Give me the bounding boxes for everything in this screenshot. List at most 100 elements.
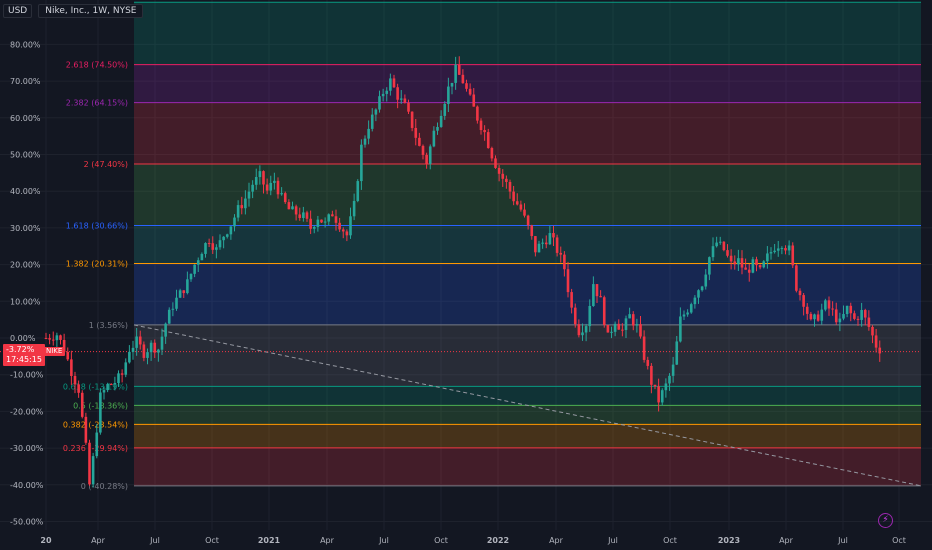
candle-body[interactable] xyxy=(494,158,497,168)
lightning-bolt-icon[interactable]: ⚡ xyxy=(878,513,893,528)
candle-body[interactable] xyxy=(396,87,399,100)
candle-body[interactable] xyxy=(871,326,874,336)
candle-body[interactable] xyxy=(302,212,305,218)
candle-body[interactable] xyxy=(827,300,831,309)
candle-body[interactable] xyxy=(555,237,559,253)
candle-body[interactable] xyxy=(483,130,486,133)
candle-body[interactable] xyxy=(149,342,153,353)
candle-body[interactable] xyxy=(66,351,70,360)
candle-body[interactable] xyxy=(602,297,606,325)
candle-body[interactable] xyxy=(863,310,867,318)
symbol-title[interactable]: Nike, Inc., 1W, NYSE xyxy=(38,4,144,18)
candle-body[interactable] xyxy=(497,167,501,174)
candle-body[interactable] xyxy=(490,148,494,159)
candle-body[interactable] xyxy=(639,324,642,337)
candle-body[interactable] xyxy=(44,338,48,339)
candle-body[interactable] xyxy=(537,243,541,253)
candle-body[interactable] xyxy=(700,286,704,291)
currency-button[interactable]: USD xyxy=(3,4,33,18)
candle-body[interactable] xyxy=(718,241,722,243)
candle-body[interactable] xyxy=(686,312,689,315)
candle-body[interactable] xyxy=(831,308,834,310)
candle-body[interactable] xyxy=(120,373,124,375)
candle-body[interactable] xyxy=(222,236,225,241)
candle-body[interactable] xyxy=(410,111,414,128)
candle-body[interactable] xyxy=(548,233,552,245)
candle-body[interactable] xyxy=(664,383,668,391)
candle-body[interactable] xyxy=(309,218,312,229)
candle-body[interactable] xyxy=(273,180,276,183)
candle-body[interactable] xyxy=(631,314,635,326)
candle-body[interactable] xyxy=(766,253,769,262)
candle-body[interactable] xyxy=(225,234,229,237)
candle-body[interactable] xyxy=(621,329,624,331)
candle-body[interactable] xyxy=(573,307,577,325)
candle-body[interactable] xyxy=(689,304,693,313)
candle-body[interactable] xyxy=(327,214,331,222)
candle-body[interactable] xyxy=(135,336,138,348)
candle-body[interactable] xyxy=(117,373,120,384)
candle-body[interactable] xyxy=(809,313,813,320)
candle-body[interactable] xyxy=(95,432,99,457)
candle-body[interactable] xyxy=(265,184,269,191)
candle-body[interactable] xyxy=(733,261,737,265)
candle-body[interactable] xyxy=(341,229,345,232)
candle-body[interactable] xyxy=(479,120,483,131)
candle-body[interactable] xyxy=(559,252,563,255)
candle-body[interactable] xyxy=(88,442,91,485)
candle-body[interactable] xyxy=(407,102,410,112)
candle-body[interactable] xyxy=(276,180,280,195)
candle-body[interactable] xyxy=(62,339,66,352)
candle-body[interactable] xyxy=(378,96,381,110)
candle-body[interactable] xyxy=(646,359,650,366)
candle-body[interactable] xyxy=(606,324,610,333)
candle-body[interactable] xyxy=(211,243,215,250)
candle-body[interactable] xyxy=(254,177,258,185)
candle-body[interactable] xyxy=(51,339,55,341)
candle-body[interactable] xyxy=(236,205,240,218)
candle-body[interactable] xyxy=(331,214,334,217)
candle-body[interactable] xyxy=(697,290,700,298)
candle-body[interactable] xyxy=(200,253,204,261)
candle-body[interactable] xyxy=(356,181,360,201)
candle-body[interactable] xyxy=(874,335,878,348)
candle-body[interactable] xyxy=(704,274,708,287)
candle-body[interactable] xyxy=(878,347,882,354)
candle-body[interactable] xyxy=(791,245,795,266)
candle-body[interactable] xyxy=(389,78,392,91)
candle-body[interactable] xyxy=(784,248,787,251)
candle-body[interactable] xyxy=(867,317,871,327)
candle-body[interactable] xyxy=(146,352,149,358)
candle-body[interactable] xyxy=(193,264,196,274)
candle-body[interactable] xyxy=(523,209,526,216)
candle-body[interactable] xyxy=(454,64,457,83)
candle-body[interactable] xyxy=(787,245,791,251)
candle-body[interactable] xyxy=(196,260,200,265)
candle-body[interactable] xyxy=(367,128,370,139)
candle-body[interactable] xyxy=(91,456,95,485)
candle-body[interactable] xyxy=(617,323,621,330)
candles[interactable] xyxy=(44,56,882,488)
candle-body[interactable] xyxy=(370,114,374,129)
candle-body[interactable] xyxy=(501,173,505,179)
candle-body[interactable] xyxy=(599,296,602,298)
candle-body[interactable] xyxy=(428,146,432,164)
candle-body[interactable] xyxy=(320,219,323,223)
candle-body[interactable] xyxy=(171,308,175,310)
candle-body[interactable] xyxy=(392,78,396,88)
candle-body[interactable] xyxy=(519,204,523,210)
candle-body[interactable] xyxy=(544,242,548,245)
candle-body[interactable] xyxy=(755,259,758,266)
candle-body[interactable] xyxy=(581,332,584,336)
candle-body[interactable] xyxy=(635,324,639,326)
candle-body[interactable] xyxy=(247,191,251,199)
candle-body[interactable] xyxy=(432,130,436,147)
candle-body[interactable] xyxy=(465,83,468,89)
candle-body[interactable] xyxy=(385,90,389,94)
candle-body[interactable] xyxy=(758,265,762,268)
candle-body[interactable] xyxy=(747,269,751,273)
candle-body[interactable] xyxy=(776,248,780,251)
candle-body[interactable] xyxy=(48,338,51,340)
candle-body[interactable] xyxy=(73,375,77,385)
candle-body[interactable] xyxy=(650,365,653,385)
